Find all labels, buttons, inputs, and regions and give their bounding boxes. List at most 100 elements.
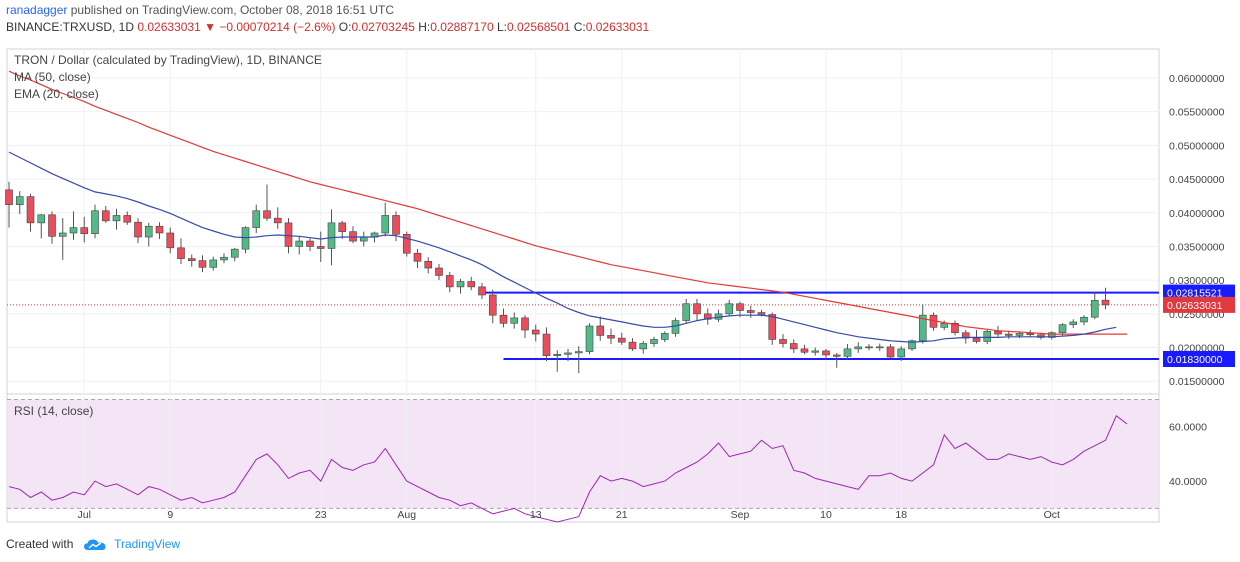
candle-down	[198, 260, 207, 268]
candle-up	[897, 348, 906, 358]
candle-down	[155, 225, 164, 234]
candle-up	[940, 322, 949, 328]
candle-up	[918, 314, 927, 342]
candle-up	[58, 232, 67, 237]
candle-down	[392, 215, 400, 235]
candle-down	[951, 322, 959, 334]
candle-up	[564, 352, 572, 355]
candle-up	[241, 227, 250, 250]
candle-down	[134, 221, 142, 238]
candle-down	[832, 354, 841, 357]
candle-down	[693, 303, 701, 315]
candle-down	[531, 329, 540, 335]
candle-up	[553, 353, 562, 356]
candle-up	[112, 215, 121, 222]
high-value: 0.02887170	[430, 20, 494, 34]
candle-down	[467, 281, 476, 288]
candle-up	[381, 215, 390, 234]
time-tick-label: 23	[315, 509, 327, 521]
price-tick-label: 0.03000000	[1169, 275, 1225, 287]
candle-down	[994, 331, 1002, 335]
candle-up	[682, 303, 691, 321]
time-tick-label: Jul	[78, 509, 91, 521]
author-link[interactable]: ranadagger	[6, 3, 68, 17]
candle-down	[542, 333, 551, 356]
candle-up	[639, 343, 648, 350]
ma50-line	[8, 70, 1127, 335]
candle-up	[252, 210, 261, 228]
candle-down	[607, 335, 615, 339]
candle-down	[316, 246, 325, 249]
time-tick-label: 10	[820, 509, 832, 521]
rsi-band	[8, 399, 1158, 509]
price-chart[interactable]: 0.06000000 0.05500000 0.05000000 0.04500000…	[0, 38, 1240, 528]
candle-down	[1026, 333, 1035, 336]
candle-down	[166, 232, 175, 249]
candle-up	[574, 351, 583, 354]
candle-down	[123, 215, 132, 223]
candle-down	[306, 240, 314, 247]
publish-info: ranadagger published on TradingView.com,…	[6, 3, 394, 17]
candle-up	[230, 248, 239, 258]
candle-down	[402, 234, 411, 254]
candle-down	[768, 314, 777, 340]
candle-up	[854, 346, 863, 350]
candle-down	[499, 314, 508, 324]
chart-title: TRON / Dollar (calculated by TradingView…	[14, 53, 322, 67]
footer: Created with TradingView	[6, 537, 180, 552]
candle-up	[983, 331, 992, 342]
candle-up	[1080, 316, 1088, 323]
candle-down	[284, 222, 293, 247]
candle-down	[617, 337, 626, 343]
time-tick-label: Aug	[397, 509, 416, 521]
symbol-label: BINANCE:TRXUSD, 1D	[6, 20, 135, 34]
candle-down	[521, 317, 529, 331]
candle-up	[15, 196, 24, 205]
candle-up	[1090, 300, 1099, 318]
candle-down	[822, 350, 830, 356]
candle-down	[961, 332, 970, 339]
candle-down	[349, 231, 357, 242]
candle-up	[725, 303, 734, 315]
level-price-tag-label: 0.01830000	[1167, 354, 1223, 366]
time-tick-label: 13	[530, 509, 542, 521]
candle-down	[445, 275, 454, 288]
candle-up	[295, 240, 304, 247]
candle-up	[660, 333, 669, 340]
tradingview-cloud-icon	[83, 539, 106, 550]
candle-down	[177, 247, 185, 259]
price-tick-label: 0.05500000	[1169, 107, 1225, 119]
candle-up	[585, 325, 594, 352]
open-label: O:	[338, 20, 352, 34]
candle-down	[757, 312, 766, 315]
candle-up	[875, 346, 884, 349]
candle-down	[413, 252, 422, 262]
time-tick-label: Oct	[1044, 509, 1060, 521]
price-tick-label: 0.04500000	[1169, 174, 1225, 186]
ohlc-header: BINANCE:TRXUSD, 1D 0.02633031 ▼ −0.00070…	[6, 20, 649, 34]
ema20-line	[8, 151, 1117, 343]
rsi-legend: RSI (14, close)	[14, 404, 93, 418]
candle-down	[435, 267, 443, 276]
candle-up	[843, 348, 852, 357]
candle-down	[703, 313, 712, 320]
time-tick-label: 21	[616, 509, 628, 521]
close-label: C:	[573, 20, 586, 34]
candle-down	[26, 196, 35, 224]
candle-up	[671, 320, 680, 334]
tradingview-link[interactable]: TradingView	[114, 537, 181, 551]
candle-down	[886, 346, 895, 358]
candle-down	[596, 325, 605, 336]
candle-down	[800, 348, 809, 353]
candle-up	[209, 259, 218, 268]
candle-down	[263, 210, 271, 219]
candle-up	[144, 225, 153, 238]
candle-down	[628, 341, 637, 350]
rsi-tick-label: 60.0000	[1169, 422, 1207, 434]
candle-down	[789, 343, 798, 350]
created-with-text: Created with	[6, 537, 74, 551]
last-price: 0.02633031	[137, 20, 201, 34]
candle-down	[972, 337, 981, 342]
candle-up	[359, 236, 368, 242]
candle-up	[908, 340, 916, 350]
